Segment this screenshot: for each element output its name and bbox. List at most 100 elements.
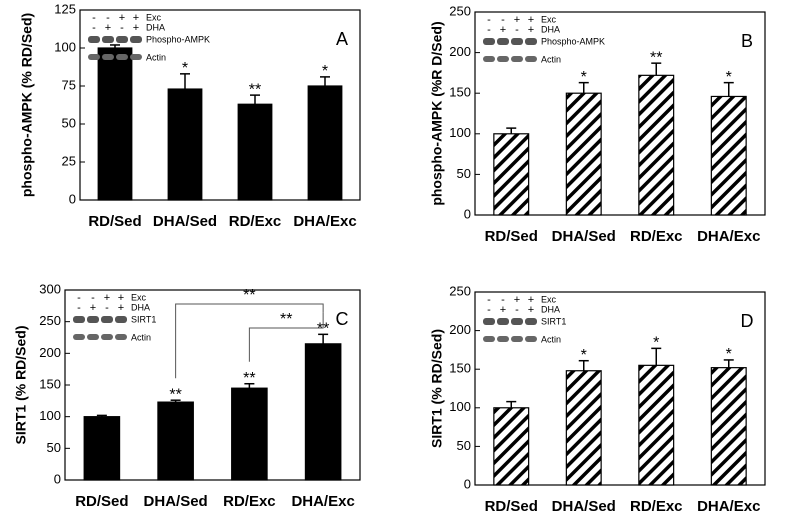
- blot-label: DHA: [146, 22, 165, 32]
- bar: [97, 47, 133, 201]
- x-tick-label: DHA/Exc: [293, 213, 356, 230]
- blot-label: DHA: [131, 302, 150, 312]
- blot-sign: +: [119, 12, 125, 24]
- blot-band: [525, 38, 537, 45]
- error-bar: [250, 94, 260, 105]
- blot-sign: +: [500, 304, 506, 316]
- blot-label: Actin: [541, 54, 561, 64]
- x-tick-label: DHA/Sed: [552, 228, 616, 245]
- error-bar: [180, 73, 190, 90]
- significance: *: [726, 69, 732, 86]
- x-tick-label: RD/Sed: [485, 498, 538, 515]
- y-tick-label: 100: [54, 39, 76, 54]
- y-tick-label: 50: [62, 115, 76, 130]
- error-bar: [578, 81, 589, 94]
- blot-label: Actin: [131, 332, 151, 342]
- error-bar: [506, 127, 517, 134]
- y-tick-label: 50: [457, 438, 471, 453]
- x-tick-label: RD/Exc: [229, 213, 282, 230]
- blot-band: [130, 36, 142, 43]
- bar: [710, 95, 747, 216]
- y-tick-label: 300: [39, 281, 61, 296]
- blot-sign: -: [120, 22, 124, 34]
- blot-sign: -: [105, 302, 109, 314]
- blot-sign: -: [487, 24, 491, 36]
- error-bar: [244, 382, 255, 389]
- x-tick-label: RD/Exc: [630, 228, 683, 245]
- blot-band: [88, 54, 100, 60]
- blot-band: [101, 334, 113, 340]
- bar: [83, 416, 121, 481]
- x-tick-label: RD/Sed: [88, 213, 141, 230]
- y-tick-label: 200: [449, 322, 471, 337]
- significance: *: [322, 63, 328, 80]
- blot-band: [483, 38, 495, 45]
- y-tick-label: 25: [62, 153, 76, 168]
- blot-band: [497, 38, 509, 45]
- blot-label: Phospho-AMPK: [146, 34, 210, 44]
- panel-label: B: [741, 31, 753, 51]
- blot-band: [102, 54, 114, 60]
- y-tick-label: 250: [449, 3, 471, 18]
- blot-sign: +: [514, 294, 520, 306]
- y-tick-label: 100: [449, 125, 471, 140]
- error-bar: [651, 62, 662, 76]
- blot-label: Actin: [541, 334, 561, 344]
- bracket-label: **: [243, 287, 255, 304]
- x-tick-label: RD/Exc: [223, 493, 276, 510]
- blot-band: [497, 318, 509, 325]
- error-bar: [318, 333, 329, 344]
- blot-band: [511, 56, 523, 62]
- y-tick-label: 250: [449, 283, 471, 298]
- blot-band: [87, 334, 99, 340]
- bar: [565, 92, 602, 216]
- bar: [638, 364, 675, 486]
- blot-band: [511, 336, 523, 342]
- x-tick-label: RD/Exc: [630, 498, 683, 515]
- blot-band: [511, 318, 523, 325]
- blot-band: [511, 38, 523, 45]
- blot-sign: +: [118, 292, 124, 304]
- error-bar: [723, 81, 734, 97]
- plot-frame: [474, 291, 766, 486]
- bar: [493, 133, 530, 216]
- significance: *: [653, 335, 659, 352]
- y-tick-label: 75: [62, 77, 76, 92]
- blot-band: [102, 36, 114, 43]
- blot-sign: +: [528, 304, 534, 316]
- blot-sign: +: [133, 22, 139, 34]
- blot-sign: -: [487, 294, 491, 306]
- blot-label: Exc: [146, 12, 162, 22]
- error-bar: [578, 359, 589, 371]
- y-tick-label: 0: [69, 191, 76, 206]
- error-bar: [320, 76, 330, 86]
- bar: [638, 74, 675, 216]
- blot-sign: -: [106, 12, 110, 24]
- blot-label: Actin: [146, 52, 166, 62]
- y-tick-label: 200: [449, 44, 471, 59]
- error-bar: [651, 347, 662, 366]
- y-tick-label: 150: [449, 85, 471, 100]
- blot-band: [116, 54, 128, 60]
- blot-band: [87, 316, 99, 323]
- plot-frame: [79, 9, 361, 201]
- significance: *: [182, 60, 188, 77]
- y-tick-label: 150: [39, 376, 61, 391]
- x-tick-label: DHA/Exc: [697, 498, 760, 515]
- blot-band: [115, 316, 127, 323]
- error-bar: [170, 399, 181, 403]
- blot-sign: -: [77, 292, 81, 304]
- panel-label: A: [336, 29, 348, 49]
- error-bar: [723, 359, 734, 368]
- bracket: [248, 312, 324, 362]
- y-tick-label: 100: [449, 399, 471, 414]
- blot-sign: -: [487, 304, 491, 316]
- significance: **: [169, 386, 181, 403]
- blot-sign: +: [104, 292, 110, 304]
- blot-sign: -: [91, 292, 95, 304]
- x-tick-label: DHA/Sed: [153, 213, 217, 230]
- bar: [710, 367, 747, 486]
- blot-label: Exc: [541, 14, 557, 24]
